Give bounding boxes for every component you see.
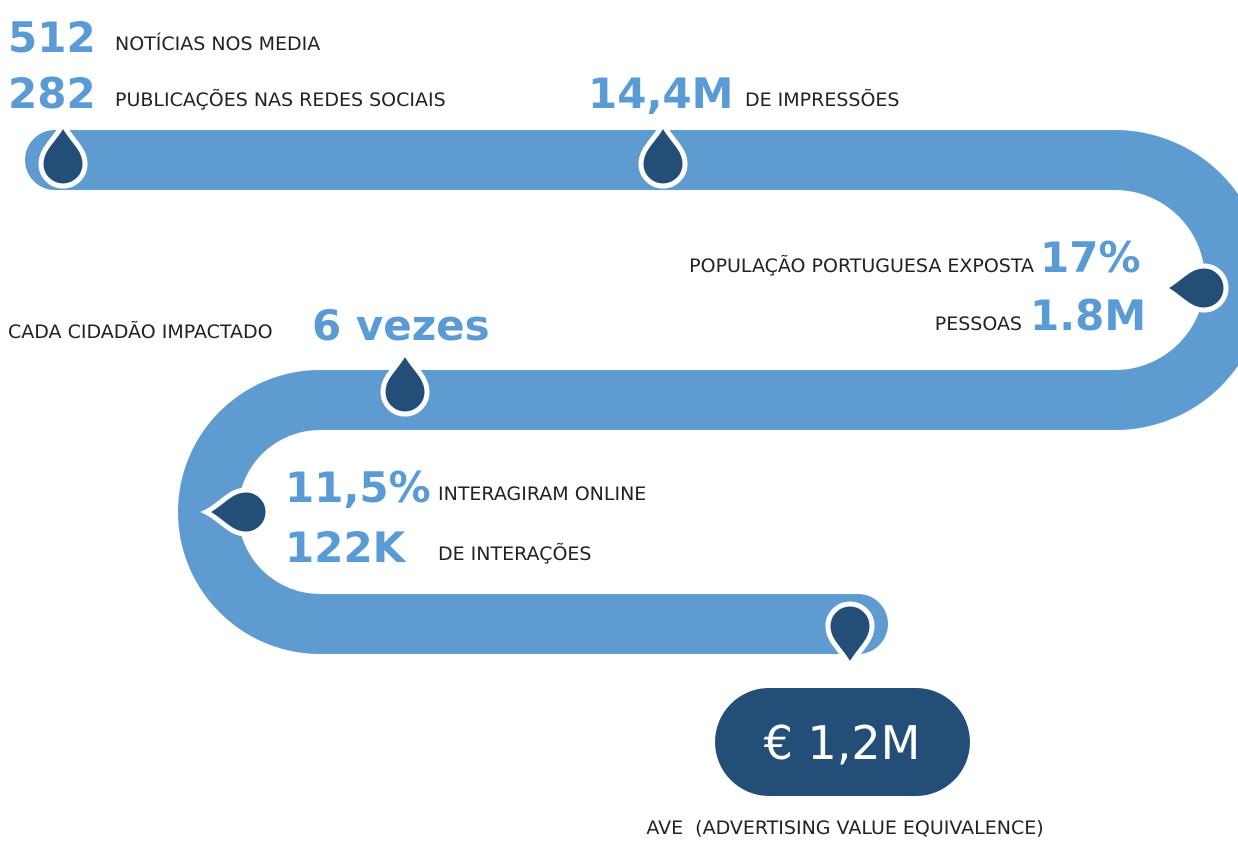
- ave-label: AVE (ADVERTISING VALUE EQUIVALENCE): [646, 817, 1043, 839]
- stat-value: 122K: [285, 523, 407, 572]
- stat-label: DE IMPRESSÕES: [745, 88, 899, 111]
- stat-label: CADA CIDADÃO IMPACTADO: [8, 320, 273, 343]
- stat-value: 6 vezes: [312, 301, 490, 350]
- pin: [638, 118, 688, 189]
- stat-value: 1.8M: [1030, 291, 1146, 340]
- pin: [200, 487, 271, 537]
- road: [25, 130, 1238, 654]
- pin: [380, 346, 430, 417]
- stat-label: NOTÍCIAS NOS MEDIA: [115, 32, 320, 55]
- stat-label: PUBLICAÇÕES NAS REDES SOCIAIS: [115, 88, 446, 111]
- stat-label: DE INTERAÇÕES: [438, 542, 591, 565]
- stat-value: 11,5%: [285, 463, 431, 512]
- ave-value: € 1,2M: [764, 716, 921, 770]
- stat-value: 512: [8, 13, 96, 62]
- stat-label: INTERAGIRAM ONLINE: [438, 483, 646, 505]
- stat-value: 282: [8, 69, 96, 118]
- pin: [38, 118, 88, 189]
- pin: [825, 601, 875, 672]
- ave-pill: [715, 688, 970, 796]
- stat-value: 14,4M: [588, 69, 733, 118]
- stat-label: POPULAÇÃO PORTUGUESA EXPOSTA: [689, 254, 1034, 277]
- stat-value: 17%: [1040, 233, 1141, 282]
- stat-label: PESSOAS: [935, 313, 1022, 335]
- pin: [1158, 263, 1229, 313]
